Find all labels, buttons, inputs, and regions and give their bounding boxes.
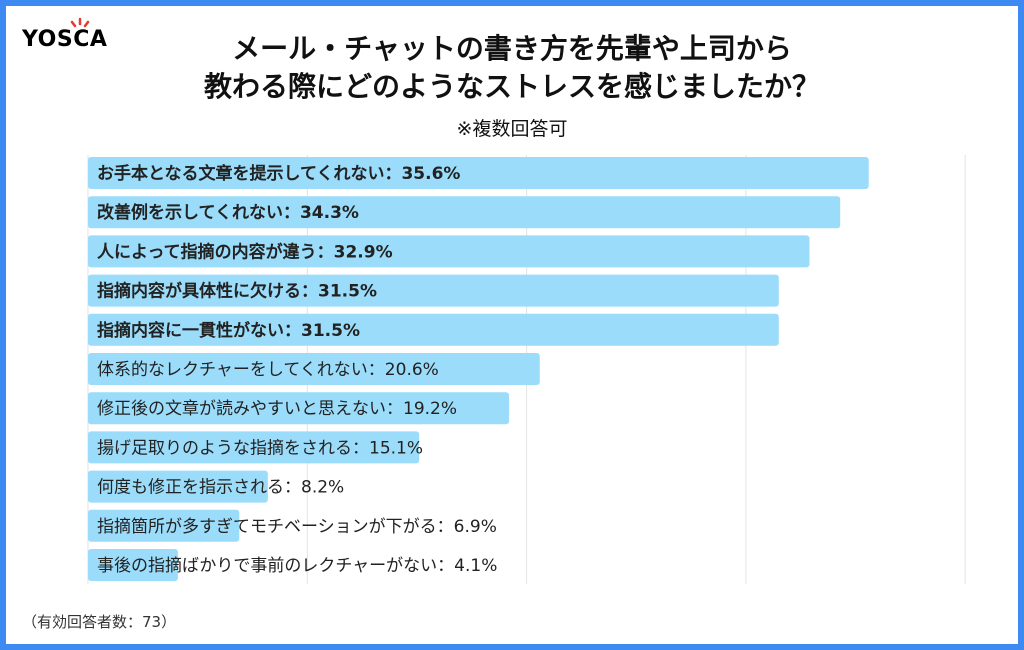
bar <box>88 431 420 464</box>
chart-subtitle: ※複数回答可 <box>456 118 568 140</box>
bar <box>88 196 841 229</box>
bar-label: 体系的なレクチャーをしてくれない：20.6% <box>97 360 439 380</box>
bar-label: 揚げ足取りのような指摘をされる：15.1% <box>97 438 423 458</box>
bar-label: 指摘内容が具体性に欠ける：31.5% <box>97 281 377 302</box>
chart-title: メール・チャットの書き方を先輩や上司から 教わる際にどのようなストレスを感じまし… <box>0 30 1024 106</box>
yosca-logo: YOSCA <box>22 17 107 52</box>
bar <box>88 235 810 268</box>
bar <box>88 274 779 307</box>
logo-text: YOSCA <box>22 27 107 52</box>
bar-label: 指摘箇所が多すぎてモチベーションが下がる：6.9% <box>97 517 497 537</box>
bar <box>88 509 240 542</box>
logo-sparkle-icon <box>70 17 90 28</box>
bar-label: 人によって指摘の内容が違う：32.9% <box>97 241 393 262</box>
bar-label: 修正後の文章が読みやすいと思えない：19.2% <box>97 399 457 419</box>
bar <box>88 392 510 425</box>
bar <box>88 313 779 346</box>
footnote: （有効回答者数：73） <box>22 613 177 631</box>
bar <box>88 549 178 581</box>
bar-label: 指摘内容に一貫性がない：31.5% <box>97 320 360 341</box>
title-line-1: メール・チャットの書き方を先輩や上司から <box>232 32 792 65</box>
bar-label: 何度も修正を指示される：8.2% <box>97 478 344 498</box>
bar-label: お手本となる文章を提示してくれない：35.6% <box>97 163 460 184</box>
bar <box>88 470 268 503</box>
bar <box>88 157 869 189</box>
title-line-2: 教わる際にどのようなストレスを感じましたか？ <box>203 70 820 103</box>
bar-label: 改善例を示してくれない：34.3% <box>97 202 359 223</box>
bar <box>88 353 540 385</box>
bar-label: 事後の指摘ばかりで事前のレクチャーがない：4.1% <box>97 556 497 576</box>
